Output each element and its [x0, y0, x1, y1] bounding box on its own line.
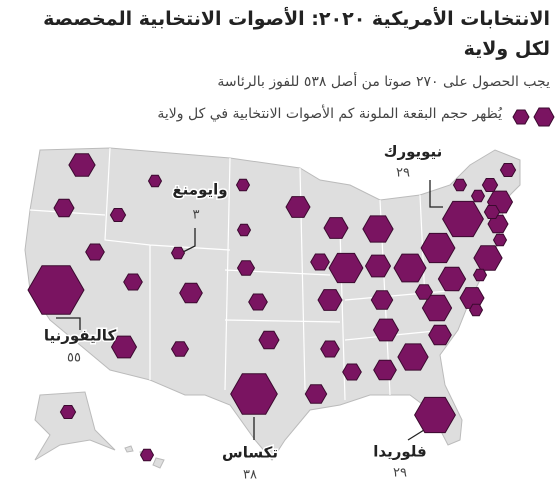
state-hexagon: [85, 243, 105, 261]
state-hexagon: [328, 252, 364, 284]
callout-name: كاليفورنيا: [44, 327, 117, 345]
state-hexagon: [139, 448, 155, 462]
state-hexagon: [27, 265, 85, 315]
state-hexagon: [372, 318, 400, 342]
state-hexagon: [310, 253, 330, 271]
state-hexagon: [414, 396, 456, 434]
legend-hex: [512, 109, 530, 125]
callout-line: [429, 180, 443, 208]
state-hexagon: [499, 163, 517, 177]
state-hexagon: [285, 196, 311, 218]
state-hexagon: [179, 282, 203, 304]
state-hexagon: [437, 266, 467, 292]
state-hexagon: [373, 359, 397, 381]
state-hexagon: [393, 253, 427, 283]
state-hexagon: [362, 215, 394, 243]
state-hexagon: [59, 405, 77, 419]
state-hexagon: [323, 217, 349, 239]
subtitle: يجب الحصول على ٢٧٠ صوتا من أصل ٥٣٨ للفوز…: [217, 74, 550, 90]
state-hexagon: [442, 200, 484, 238]
state-hexagon: [421, 294, 453, 322]
state-hexagon: [492, 233, 508, 247]
state-hexagon: [53, 198, 75, 218]
state-hexagon: [481, 178, 499, 192]
state-hexagon: [320, 340, 340, 358]
state-hexagon: [342, 363, 362, 381]
state-hexagon: [364, 254, 392, 278]
state-hexagon: [236, 223, 252, 237]
state-hexagon: [258, 330, 280, 350]
state-hexagon: [428, 324, 452, 346]
state-hexagon: [147, 174, 163, 188]
state-hexagon: [235, 178, 251, 192]
callout-name: نيويورك: [384, 143, 443, 161]
state-hexagon: [317, 289, 343, 311]
state-hexagon: [248, 293, 268, 311]
callout-value: ٣٨: [243, 468, 257, 483]
state-hexagon: [170, 246, 186, 260]
callout-value: ٣: [193, 208, 200, 223]
state-hexagon: [452, 178, 468, 192]
state-hexagon: [473, 245, 503, 271]
state-hexagon: [236, 260, 256, 276]
state-hexagon: [470, 189, 486, 203]
state-hexagon: [230, 373, 278, 415]
callout-line: [182, 228, 196, 253]
state-hexagon: [420, 232, 456, 264]
legend-hex: [533, 107, 555, 127]
state-hexagon: [370, 290, 394, 310]
callout-value: ٥٥: [67, 351, 81, 366]
state-hexagon: [472, 268, 488, 282]
state-hexagon: [110, 335, 138, 359]
callout-name: فلوريدا: [373, 443, 426, 461]
legend-icon: [512, 107, 555, 127]
state-hexagon: [304, 384, 328, 404]
alaska: [34, 391, 116, 461]
callout-line: [56, 317, 81, 330]
state-hexagon: [123, 273, 143, 291]
callout-name: وايومنغ: [172, 181, 227, 199]
state-hexagon: [109, 208, 127, 222]
callout-value: ٢٩: [396, 166, 410, 181]
state-hexagon: [468, 303, 484, 317]
callout-value: ٢٩: [393, 466, 407, 481]
state-hexagon: [68, 153, 96, 177]
legend-text: يُظهر حجم البقعة الملونة كم الأصوات الان…: [157, 106, 502, 122]
callout-name: تكساس: [222, 444, 278, 462]
state-hexagon: [483, 205, 501, 219]
state-hexagon: [487, 214, 509, 234]
state-hexagon: [170, 341, 190, 357]
state-hexagon: [414, 284, 434, 300]
title: الانتخابات الأمريكية ٢٠٢٠: الأصوات الانت…: [43, 8, 550, 60]
state-hexagon: [397, 343, 429, 371]
callout-line: [407, 429, 425, 441]
